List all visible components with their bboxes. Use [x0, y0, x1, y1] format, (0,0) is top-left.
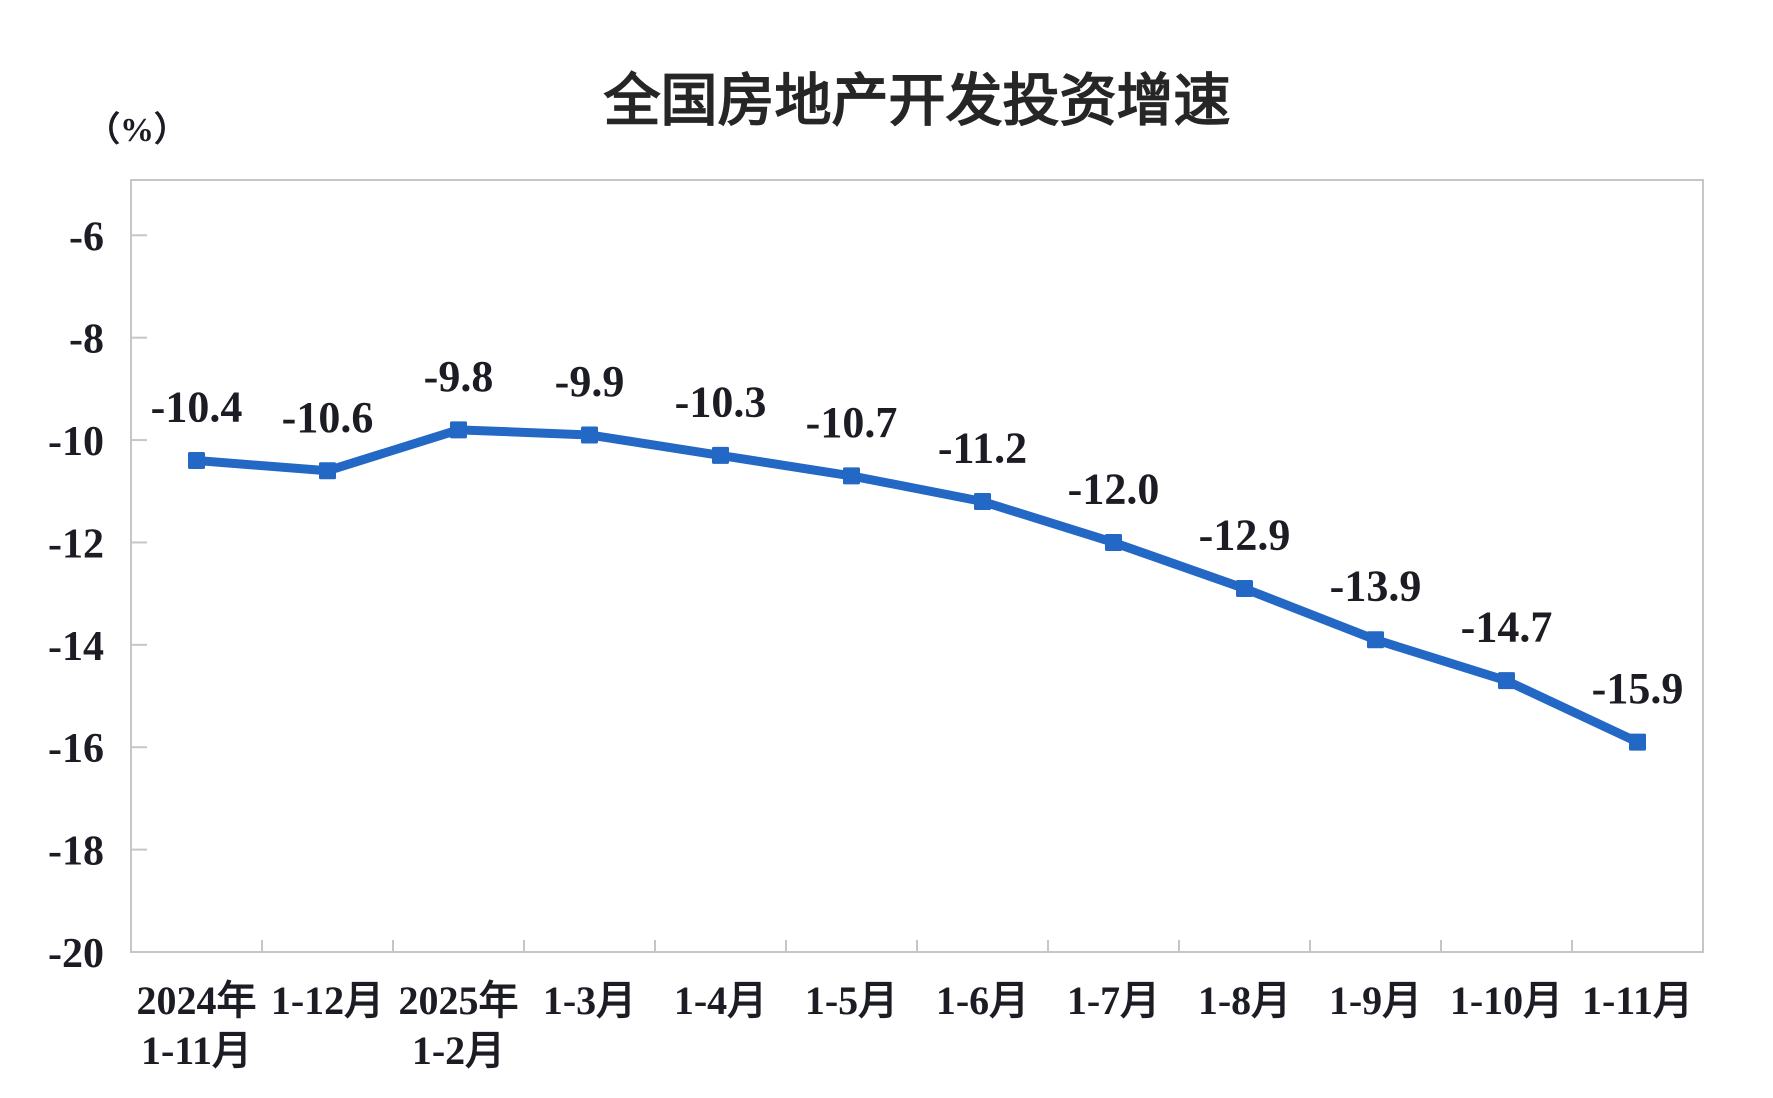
y-tick-label: -20	[48, 931, 104, 977]
data-point-marker	[450, 421, 467, 439]
data-point-marker	[319, 462, 336, 480]
data-point-marker	[1498, 672, 1515, 690]
data-point-label: -12.0	[1068, 464, 1160, 513]
x-tick-label: 2025年	[399, 978, 519, 1023]
data-point-label: -13.9	[1330, 562, 1422, 611]
y-tick-label: -18	[48, 829, 104, 875]
y-tick-label: -14	[48, 624, 104, 670]
data-point-label: -12.9	[1199, 511, 1291, 560]
x-tick-label: 1-10月	[1450, 978, 1563, 1023]
x-tick-label: 1-9月	[1329, 978, 1422, 1023]
x-tick-label: 1-12月	[271, 978, 384, 1023]
x-tick-label: 1-11月	[141, 1028, 252, 1073]
data-point-label: -10.6	[282, 393, 374, 442]
y-tick-label: -8	[69, 317, 104, 363]
plot-area: -6 -8 -10 -12 -14 -16 -18 -20 2024年 1-11月 1-12月 202…	[48, 179, 1704, 1073]
data-point-marker	[843, 467, 860, 485]
data-point-label: -11.2	[938, 423, 1027, 472]
data-point-label: -15.9	[1592, 664, 1684, 713]
data-point-label: -9.9	[555, 357, 625, 406]
data-point-label: -10.4	[151, 383, 243, 432]
x-tick-label: 2024年	[137, 978, 257, 1023]
chart-title: 全国房地产开发投资增速	[603, 69, 1231, 133]
data-point-marker	[1629, 733, 1646, 751]
y-tick-label: -10	[48, 419, 104, 465]
data-point-marker	[188, 452, 205, 470]
x-tick-label: 1-3月	[543, 978, 636, 1023]
data-point-marker	[1105, 533, 1122, 551]
x-tick-label: 1-5月	[805, 978, 898, 1023]
x-tick-label: 1-4月	[674, 978, 767, 1023]
y-tick-label: -12	[48, 521, 104, 567]
data-point-marker	[1236, 580, 1253, 598]
data-point-marker	[974, 492, 991, 510]
data-point-marker	[712, 446, 729, 464]
y-tick-label: -16	[48, 726, 104, 772]
x-tick-label: 1-11月	[1582, 978, 1693, 1023]
plot-border	[130, 179, 1704, 953]
x-tick-label: 1-6月	[936, 978, 1029, 1023]
x-tick-label: 1-8月	[1198, 978, 1291, 1023]
x-tick-label: 1-7月	[1067, 978, 1160, 1023]
data-point-label: -10.7	[806, 398, 898, 447]
data-point-label: -10.3	[675, 377, 767, 426]
x-tick-label: 1-2月	[412, 1028, 505, 1073]
data-point-marker	[581, 426, 598, 444]
y-tick-label: -6	[69, 214, 104, 260]
data-point-label: -9.8	[424, 352, 494, 401]
y-axis-unit-label: （%）	[86, 110, 188, 149]
data-series-line	[192, 425, 1642, 747]
data-point-label: -14.7	[1461, 603, 1553, 652]
data-point-marker	[1367, 631, 1384, 649]
